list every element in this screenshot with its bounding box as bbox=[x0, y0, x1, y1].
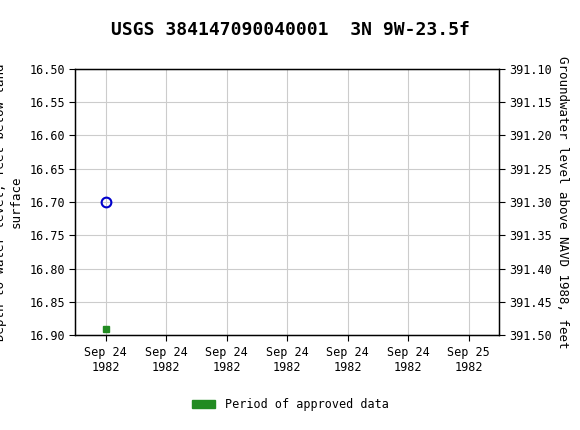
Text: ≡USGS: ≡USGS bbox=[3, 8, 61, 27]
Text: USGS 384147090040001  3N 9W-23.5f: USGS 384147090040001 3N 9W-23.5f bbox=[111, 21, 469, 39]
Y-axis label: Depth to water level, feet below land
surface: Depth to water level, feet below land su… bbox=[0, 63, 23, 341]
Legend: Period of approved data: Period of approved data bbox=[187, 393, 393, 415]
Y-axis label: Groundwater level above NAVD 1988, feet: Groundwater level above NAVD 1988, feet bbox=[556, 56, 568, 348]
